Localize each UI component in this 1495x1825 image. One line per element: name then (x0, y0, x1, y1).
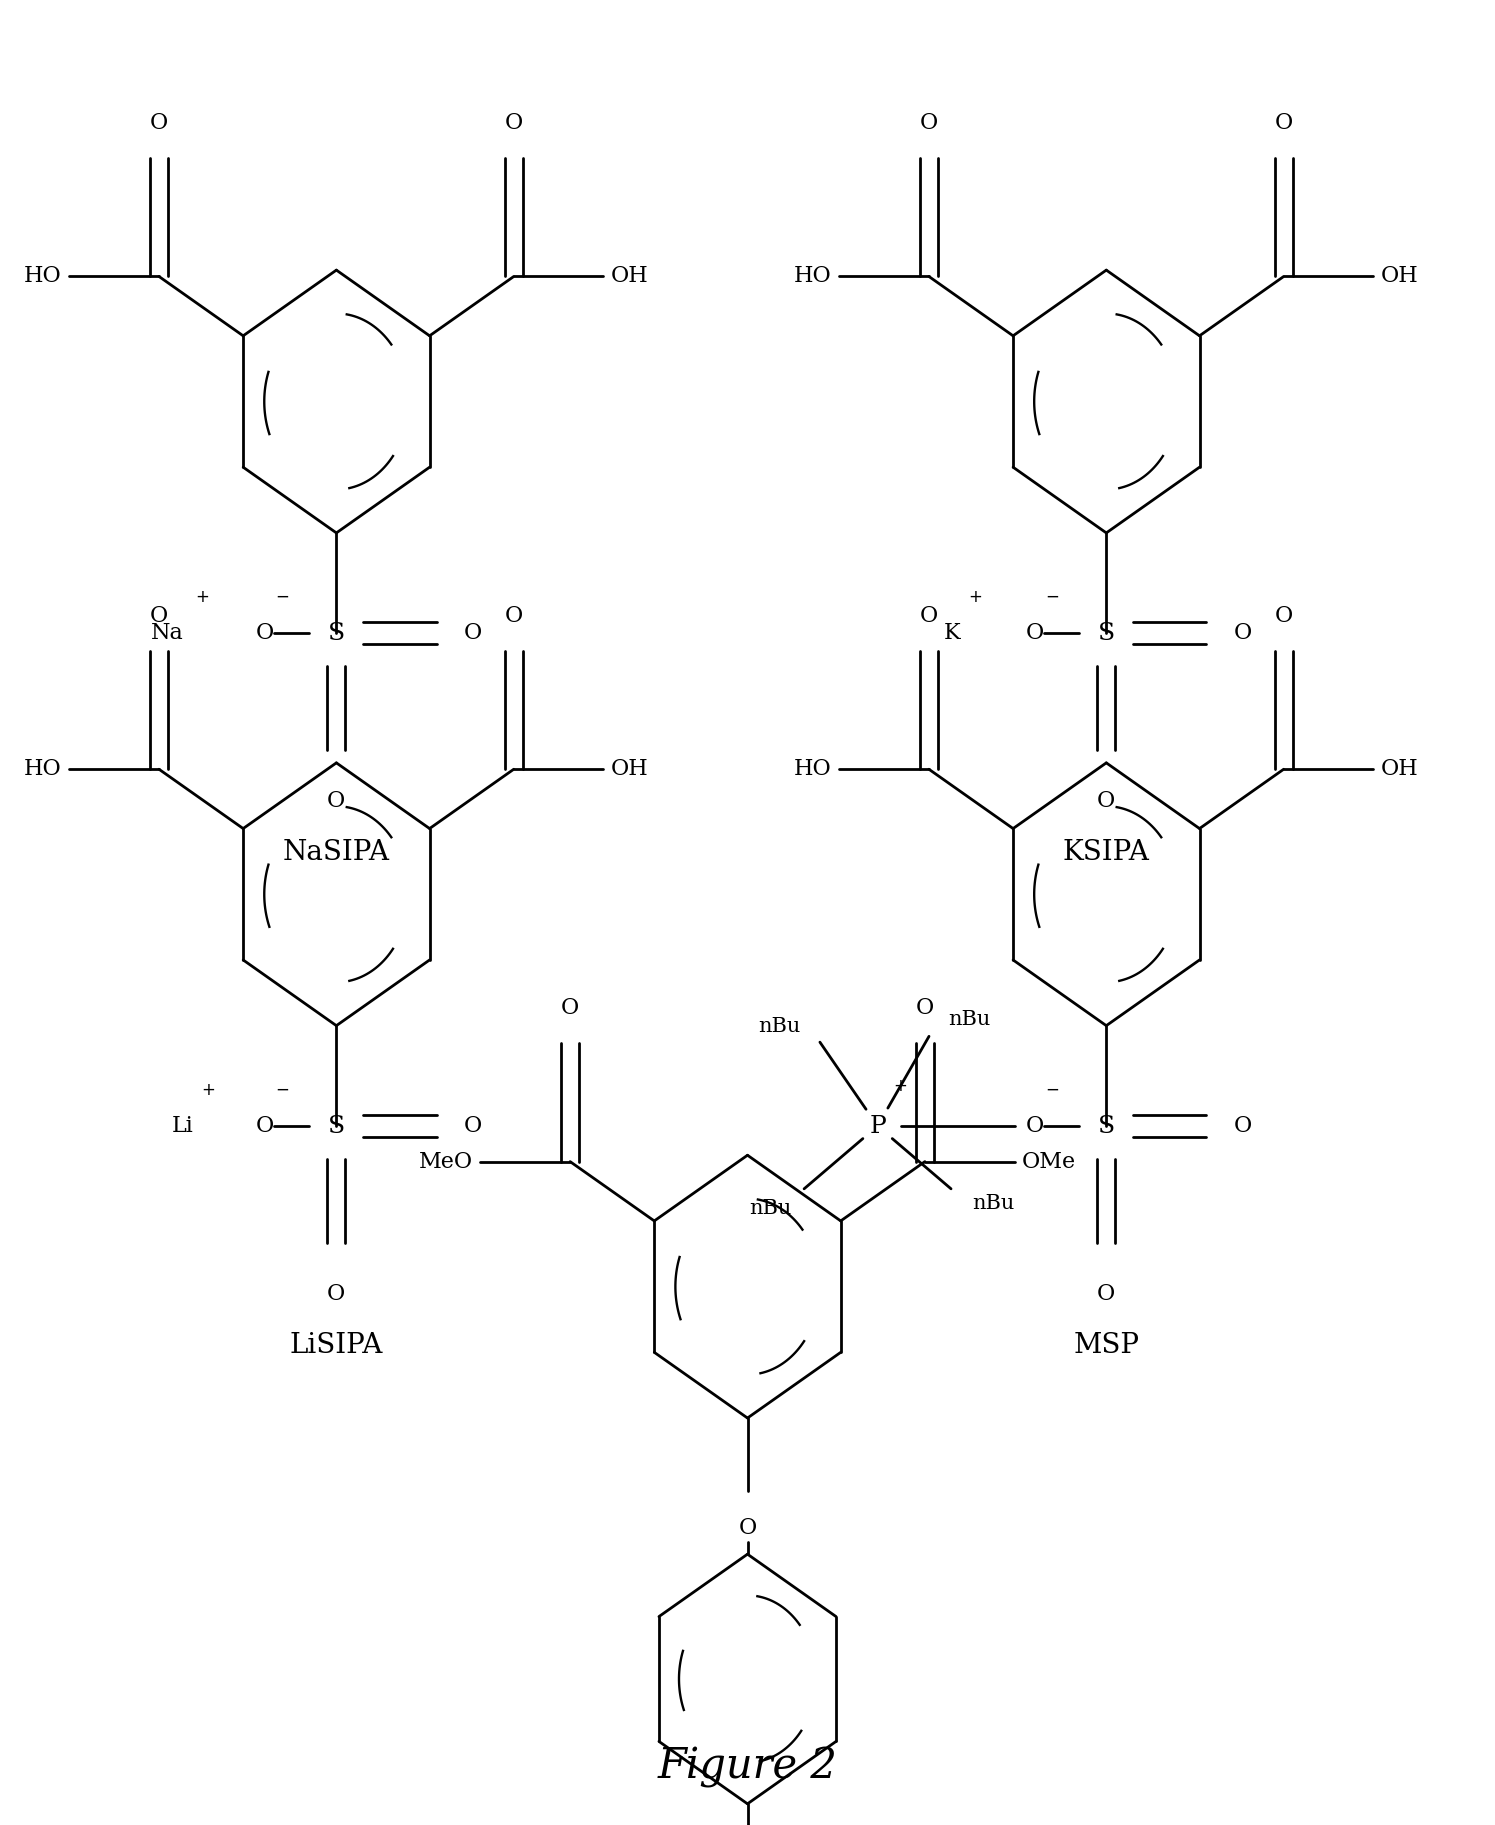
Text: O: O (150, 604, 167, 628)
Text: S: S (1097, 1115, 1115, 1137)
Text: −: − (275, 1080, 290, 1099)
Text: +: + (194, 588, 209, 606)
Text: +: + (967, 588, 982, 606)
Text: O: O (739, 1517, 756, 1538)
Text: S: S (1097, 622, 1115, 644)
Text: O: O (463, 1115, 481, 1137)
Text: O: O (505, 604, 523, 628)
Text: O: O (1275, 111, 1293, 135)
Text: O: O (505, 111, 523, 135)
Text: nBu: nBu (948, 1011, 991, 1029)
Text: O: O (327, 1283, 345, 1305)
Text: O: O (256, 1115, 274, 1137)
Text: −: − (1045, 1080, 1060, 1099)
Text: O: O (1097, 790, 1115, 812)
Text: O: O (1233, 1115, 1251, 1137)
Text: O: O (1233, 622, 1251, 644)
Text: O: O (1097, 1283, 1115, 1305)
Text: O: O (1026, 622, 1044, 644)
Text: nBu: nBu (758, 1017, 800, 1035)
Text: OH: OH (1381, 757, 1419, 781)
Text: O: O (256, 622, 274, 644)
Text: O: O (1275, 604, 1293, 628)
Text: Figure 2: Figure 2 (658, 1745, 837, 1788)
Text: O: O (1026, 1115, 1044, 1137)
Text: KSIPA: KSIPA (1063, 840, 1150, 865)
Text: Li: Li (172, 1115, 193, 1137)
Text: O: O (916, 996, 934, 1018)
Text: O: O (150, 111, 167, 135)
Text: OH: OH (1381, 265, 1419, 288)
Text: LiSIPA: LiSIPA (290, 1332, 383, 1358)
Text: Na: Na (151, 622, 184, 644)
Text: K: K (943, 622, 961, 644)
Text: O: O (561, 996, 579, 1018)
Text: HO: HO (794, 265, 831, 288)
Text: O: O (919, 111, 937, 135)
Text: nBu: nBu (972, 1194, 1015, 1212)
Text: S: S (327, 622, 345, 644)
Text: HO: HO (794, 757, 831, 781)
Text: NaSIPA: NaSIPA (283, 840, 390, 865)
Text: O: O (463, 622, 481, 644)
Text: +: + (200, 1080, 215, 1099)
Text: nBu: nBu (749, 1199, 792, 1217)
Text: OH: OH (611, 757, 649, 781)
Text: O: O (919, 604, 937, 628)
Text: O: O (327, 790, 345, 812)
Text: MSP: MSP (1073, 1332, 1139, 1358)
Text: OH: OH (611, 265, 649, 288)
Text: P: P (869, 1115, 887, 1137)
Text: −: − (275, 588, 290, 606)
Text: HO: HO (24, 265, 61, 288)
Text: OMe: OMe (1023, 1150, 1076, 1173)
Text: S: S (327, 1115, 345, 1137)
Text: HO: HO (24, 757, 61, 781)
Text: MeO: MeO (419, 1150, 472, 1173)
Text: +: + (893, 1077, 907, 1095)
Text: −: − (1045, 588, 1060, 606)
